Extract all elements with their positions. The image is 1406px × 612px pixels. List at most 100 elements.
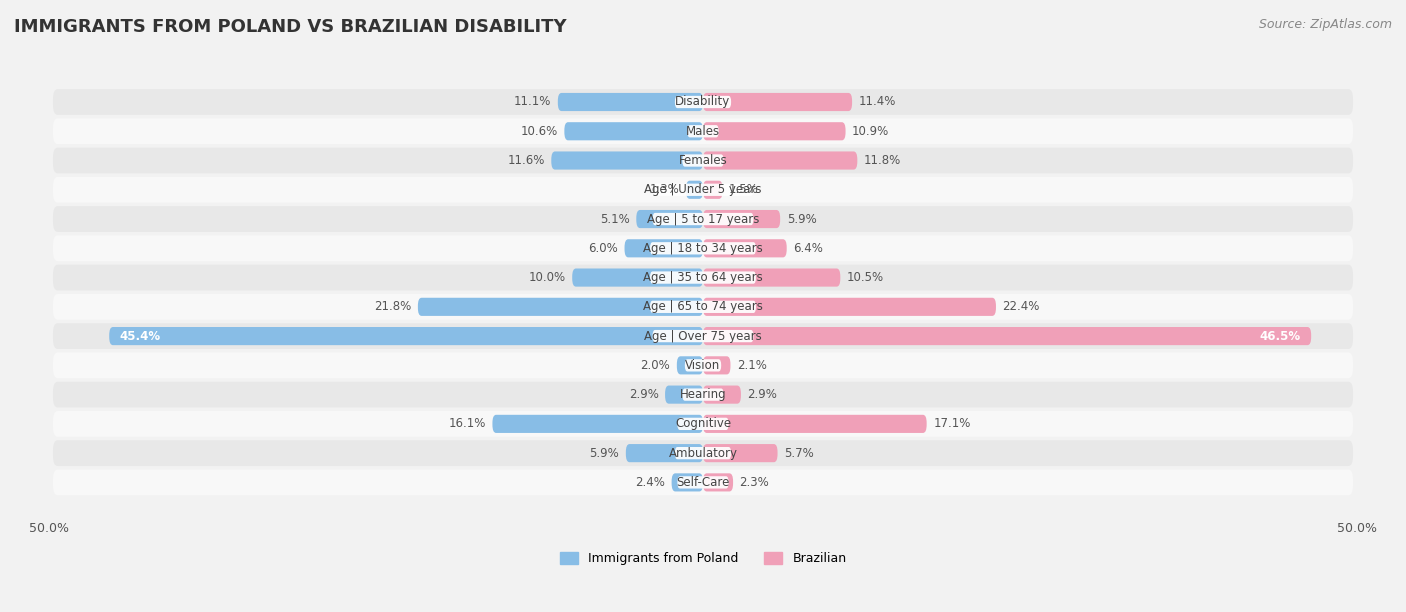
Text: 46.5%: 46.5%: [1260, 330, 1301, 343]
Text: 5.1%: 5.1%: [600, 212, 630, 226]
Text: Vision: Vision: [685, 359, 721, 372]
FancyBboxPatch shape: [703, 122, 845, 140]
Text: 5.9%: 5.9%: [589, 447, 619, 460]
FancyBboxPatch shape: [685, 359, 721, 371]
Text: Age | 65 to 74 years: Age | 65 to 74 years: [643, 300, 763, 313]
FancyBboxPatch shape: [703, 269, 841, 286]
FancyBboxPatch shape: [703, 415, 927, 433]
FancyBboxPatch shape: [703, 239, 787, 258]
FancyBboxPatch shape: [624, 239, 703, 258]
FancyBboxPatch shape: [418, 298, 703, 316]
Text: Age | 18 to 34 years: Age | 18 to 34 years: [643, 242, 763, 255]
FancyBboxPatch shape: [682, 389, 724, 401]
FancyBboxPatch shape: [53, 353, 1353, 378]
Text: 2.0%: 2.0%: [641, 359, 671, 372]
Text: 16.1%: 16.1%: [449, 417, 486, 430]
Text: Age | 35 to 64 years: Age | 35 to 64 years: [643, 271, 763, 284]
Text: 5.7%: 5.7%: [785, 447, 814, 460]
Text: 2.3%: 2.3%: [740, 476, 769, 489]
FancyBboxPatch shape: [652, 213, 754, 225]
Text: Disability: Disability: [675, 95, 731, 108]
Text: 1.5%: 1.5%: [730, 183, 759, 196]
Text: Age | Over 75 years: Age | Over 75 years: [644, 330, 762, 343]
Text: 2.4%: 2.4%: [636, 476, 665, 489]
FancyBboxPatch shape: [650, 271, 756, 284]
FancyBboxPatch shape: [53, 236, 1353, 261]
FancyBboxPatch shape: [703, 151, 858, 170]
FancyBboxPatch shape: [678, 418, 728, 430]
Text: 5.9%: 5.9%: [787, 212, 817, 226]
FancyBboxPatch shape: [682, 154, 724, 166]
FancyBboxPatch shape: [703, 93, 852, 111]
FancyBboxPatch shape: [626, 444, 703, 462]
Text: 11.8%: 11.8%: [863, 154, 901, 167]
Text: 10.5%: 10.5%: [846, 271, 884, 284]
FancyBboxPatch shape: [564, 122, 703, 140]
Text: 11.1%: 11.1%: [515, 95, 551, 108]
Legend: Immigrants from Poland, Brazilian: Immigrants from Poland, Brazilian: [554, 547, 852, 570]
FancyBboxPatch shape: [53, 89, 1353, 115]
FancyBboxPatch shape: [703, 327, 1312, 345]
FancyBboxPatch shape: [650, 300, 756, 313]
FancyBboxPatch shape: [688, 125, 718, 138]
FancyBboxPatch shape: [53, 323, 1353, 349]
Text: Hearing: Hearing: [679, 388, 727, 401]
Text: 11.4%: 11.4%: [859, 95, 896, 108]
Text: 21.8%: 21.8%: [374, 300, 412, 313]
FancyBboxPatch shape: [53, 382, 1353, 408]
FancyBboxPatch shape: [53, 206, 1353, 232]
FancyBboxPatch shape: [53, 265, 1353, 291]
Text: 6.0%: 6.0%: [588, 242, 619, 255]
FancyBboxPatch shape: [703, 473, 733, 491]
Text: 45.4%: 45.4%: [120, 330, 160, 343]
Text: 22.4%: 22.4%: [1002, 300, 1040, 313]
FancyBboxPatch shape: [675, 447, 731, 459]
Text: Self-Care: Self-Care: [676, 476, 730, 489]
FancyBboxPatch shape: [676, 356, 703, 375]
Text: 2.1%: 2.1%: [737, 359, 766, 372]
Text: 2.9%: 2.9%: [748, 388, 778, 401]
FancyBboxPatch shape: [652, 330, 754, 342]
FancyBboxPatch shape: [492, 415, 703, 433]
Text: Source: ZipAtlas.com: Source: ZipAtlas.com: [1258, 18, 1392, 31]
FancyBboxPatch shape: [110, 327, 703, 345]
Text: Cognitive: Cognitive: [675, 417, 731, 430]
Text: Age | 5 to 17 years: Age | 5 to 17 years: [647, 212, 759, 226]
FancyBboxPatch shape: [53, 411, 1353, 437]
Text: 17.1%: 17.1%: [934, 417, 970, 430]
Text: 1.3%: 1.3%: [650, 183, 679, 196]
FancyBboxPatch shape: [53, 469, 1353, 495]
Text: 11.6%: 11.6%: [508, 154, 544, 167]
Text: Males: Males: [686, 125, 720, 138]
FancyBboxPatch shape: [703, 444, 778, 462]
FancyBboxPatch shape: [686, 181, 703, 199]
Text: 10.6%: 10.6%: [520, 125, 558, 138]
FancyBboxPatch shape: [703, 181, 723, 199]
FancyBboxPatch shape: [53, 440, 1353, 466]
FancyBboxPatch shape: [703, 356, 731, 375]
FancyBboxPatch shape: [652, 184, 754, 196]
Text: IMMIGRANTS FROM POLAND VS BRAZILIAN DISABILITY: IMMIGRANTS FROM POLAND VS BRAZILIAN DISA…: [14, 18, 567, 36]
FancyBboxPatch shape: [551, 151, 703, 170]
FancyBboxPatch shape: [675, 96, 731, 108]
Text: 2.9%: 2.9%: [628, 388, 658, 401]
FancyBboxPatch shape: [678, 476, 728, 488]
FancyBboxPatch shape: [703, 298, 995, 316]
FancyBboxPatch shape: [53, 294, 1353, 319]
FancyBboxPatch shape: [53, 177, 1353, 203]
FancyBboxPatch shape: [665, 386, 703, 404]
FancyBboxPatch shape: [703, 210, 780, 228]
FancyBboxPatch shape: [637, 210, 703, 228]
FancyBboxPatch shape: [703, 386, 741, 404]
Text: Ambulatory: Ambulatory: [668, 447, 738, 460]
Text: Age | Under 5 years: Age | Under 5 years: [644, 183, 762, 196]
Text: 10.9%: 10.9%: [852, 125, 890, 138]
FancyBboxPatch shape: [558, 93, 703, 111]
FancyBboxPatch shape: [572, 269, 703, 286]
FancyBboxPatch shape: [650, 242, 756, 255]
FancyBboxPatch shape: [672, 473, 703, 491]
FancyBboxPatch shape: [53, 118, 1353, 144]
Text: 6.4%: 6.4%: [793, 242, 823, 255]
FancyBboxPatch shape: [53, 147, 1353, 173]
Text: 10.0%: 10.0%: [529, 271, 565, 284]
